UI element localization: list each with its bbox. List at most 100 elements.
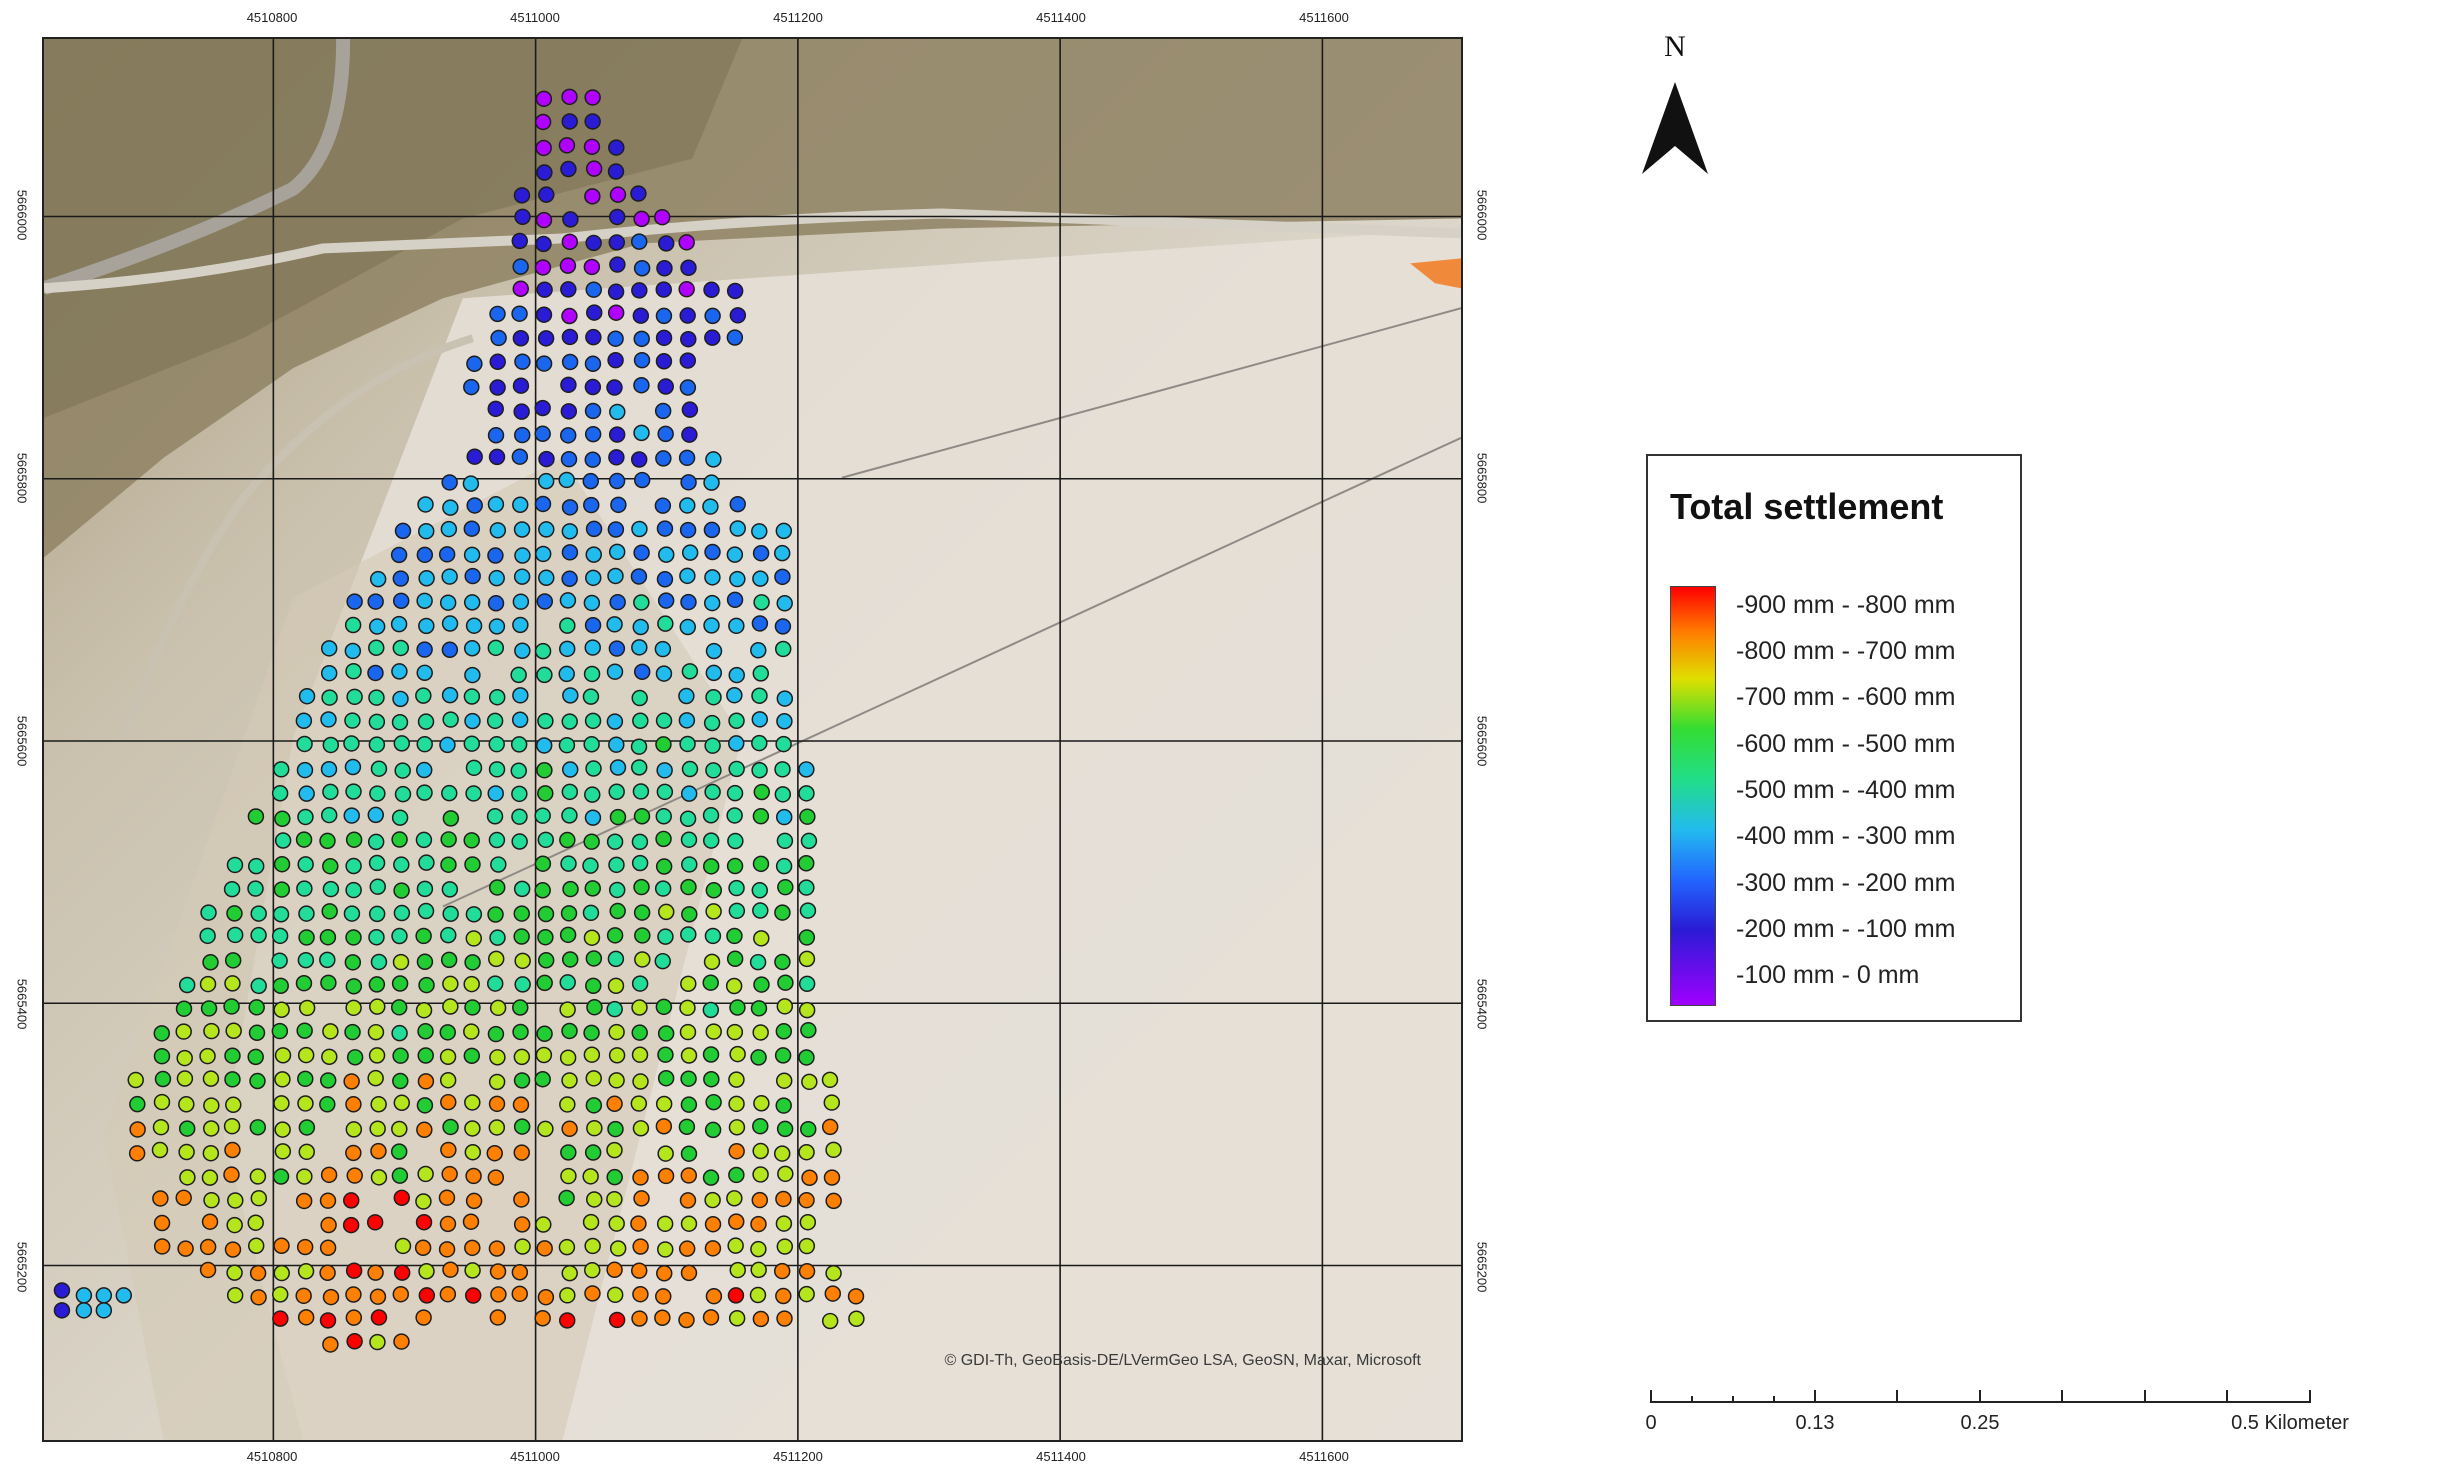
settlement-point — [680, 785, 698, 802]
settlement-point — [512, 1023, 529, 1041]
settlement-point — [439, 1072, 457, 1089]
settlement-point — [586, 304, 603, 321]
settlement-point — [415, 761, 433, 779]
settlement-point — [534, 399, 551, 417]
settlement-point — [679, 735, 696, 753]
settlement-point — [489, 522, 507, 539]
settlement-point — [751, 1191, 769, 1209]
settlement-point — [728, 902, 746, 920]
settlement-point — [416, 953, 434, 970]
settlement-point — [223, 880, 241, 898]
settlement-point — [584, 188, 601, 205]
settlement-point — [200, 1000, 218, 1017]
settlement-point — [490, 856, 507, 873]
settlement-point — [608, 1311, 626, 1329]
settlement-point — [464, 856, 481, 873]
settlement-point — [585, 160, 603, 177]
settlement-point — [773, 1145, 791, 1162]
settlement-point — [488, 831, 506, 849]
settlement-point — [319, 929, 337, 946]
settlement-point — [799, 808, 816, 825]
settlement-point — [223, 1166, 240, 1183]
settlement-point — [439, 1024, 456, 1041]
settlement-point — [582, 857, 599, 874]
settlement-point — [561, 233, 579, 251]
settlement-point — [752, 1310, 770, 1328]
settlement-point — [631, 1310, 648, 1327]
settlement-point — [488, 1240, 506, 1257]
settlement-point — [657, 1167, 675, 1185]
settlement-point — [488, 735, 505, 753]
settlement-point — [561, 499, 579, 516]
settlement-point — [584, 402, 602, 420]
settlement-point — [727, 1287, 745, 1304]
settlement-point — [657, 928, 674, 945]
settlement-point — [655, 998, 673, 1016]
settlement-point — [319, 1239, 337, 1256]
settlement-point — [129, 1121, 146, 1138]
settlement-point — [322, 1336, 339, 1353]
settlement-point — [537, 712, 554, 730]
settlement-point — [319, 1192, 337, 1209]
settlement-point — [417, 713, 435, 730]
settlement-point — [704, 1215, 722, 1233]
settlement-point — [418, 854, 435, 871]
settlement-point — [417, 1165, 434, 1183]
settlement-point — [798, 855, 815, 872]
settlement-point — [368, 905, 386, 923]
settlement-point — [561, 353, 579, 371]
settlement-point — [274, 1047, 292, 1064]
settlement-point — [250, 926, 267, 944]
settlement-point — [798, 1191, 815, 1209]
settlement-point — [440, 831, 457, 848]
settlement-point — [487, 950, 505, 968]
settlement-point — [633, 376, 650, 394]
settlement-point — [703, 474, 720, 491]
settlement-point — [487, 785, 504, 802]
map-frame[interactable]: 4510800 4511000 4511200 4511400 4511600 … — [42, 37, 1463, 1442]
settlement-point — [489, 353, 506, 371]
settlement-point — [418, 1263, 435, 1280]
settlement-point — [441, 881, 459, 898]
settlement-point — [391, 1120, 408, 1138]
settlement-point — [272, 1286, 289, 1303]
settlement-point — [320, 806, 338, 824]
settlement-point — [632, 783, 650, 800]
y-tick-label-left: 5665600 — [14, 715, 30, 767]
settlement-point — [752, 902, 769, 919]
settlement-point — [226, 856, 244, 874]
settlement-point — [272, 1310, 289, 1327]
settlement-point — [607, 567, 624, 585]
settlement-point — [702, 807, 720, 824]
settlement-point — [226, 1216, 243, 1234]
settlement-point — [705, 1023, 722, 1040]
settlement-point — [728, 712, 745, 729]
settlement-point — [705, 642, 723, 660]
settlement-point — [226, 1264, 243, 1281]
settlement-point — [630, 1095, 648, 1112]
settlement-point — [607, 950, 625, 968]
settlement-point — [534, 855, 552, 872]
settlement-point — [249, 1168, 267, 1185]
settlement-point — [608, 1215, 625, 1232]
settlement-point — [654, 640, 672, 658]
settlement-point — [370, 1309, 388, 1326]
settlement-point — [658, 235, 675, 252]
settlement-point — [558, 1238, 576, 1256]
settlement-point — [606, 1000, 623, 1018]
settlement-point — [463, 1047, 481, 1065]
settlement-point — [439, 1048, 457, 1066]
settlement-point — [322, 783, 339, 801]
settlement-point — [297, 1046, 315, 1064]
settlement-point — [442, 810, 460, 827]
settlement-point — [273, 1264, 290, 1282]
settlement-point — [705, 762, 722, 779]
settlement-point — [773, 1262, 791, 1280]
settlement-point — [702, 858, 720, 875]
settlement-point — [175, 1023, 192, 1040]
settlement-point — [800, 1021, 817, 1039]
settlement-point — [535, 1046, 553, 1064]
settlement-point — [655, 1118, 673, 1135]
settlement-point — [702, 832, 720, 849]
settlement-point — [370, 760, 388, 777]
